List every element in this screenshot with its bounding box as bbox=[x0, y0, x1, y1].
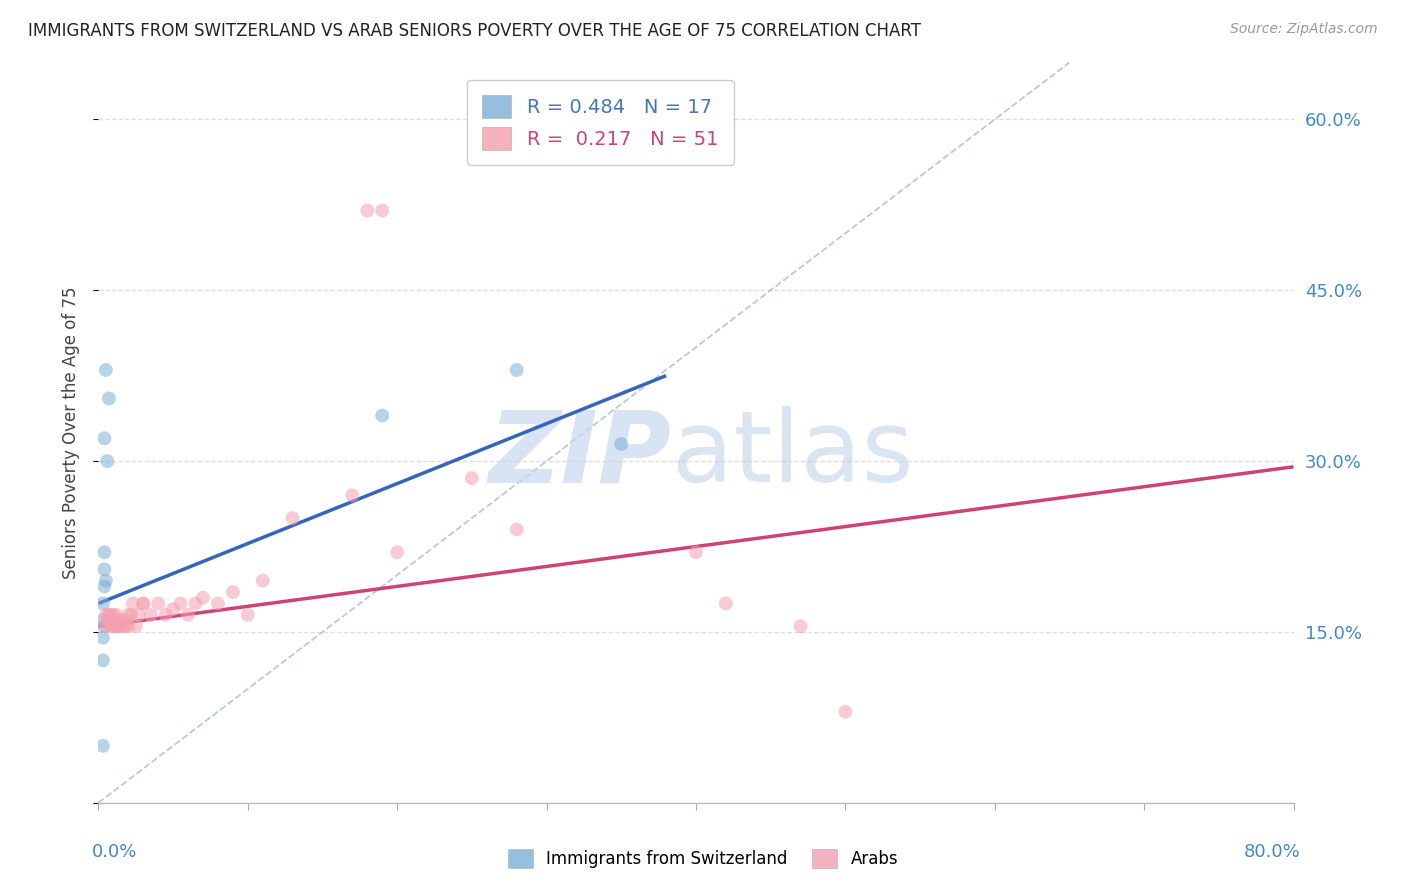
Point bbox=[91, 597, 114, 611]
Point bbox=[108, 614, 131, 628]
Point bbox=[94, 607, 117, 622]
Point bbox=[281, 511, 304, 525]
Point bbox=[111, 614, 134, 628]
Point bbox=[128, 607, 150, 622]
Point bbox=[104, 619, 127, 633]
Point bbox=[177, 607, 200, 622]
Point bbox=[191, 591, 214, 605]
Point bbox=[115, 614, 138, 628]
Text: ZIP: ZIP bbox=[489, 407, 672, 503]
Legend: Immigrants from Switzerland, Arabs: Immigrants from Switzerland, Arabs bbox=[501, 843, 905, 875]
Point bbox=[105, 619, 128, 633]
Point bbox=[93, 431, 115, 445]
Point bbox=[789, 619, 811, 633]
Point bbox=[107, 619, 129, 633]
Point bbox=[117, 619, 139, 633]
Point bbox=[93, 579, 115, 593]
Point bbox=[112, 619, 135, 633]
Point bbox=[101, 619, 124, 633]
Point bbox=[207, 597, 229, 611]
Point bbox=[105, 607, 128, 622]
Point bbox=[610, 437, 633, 451]
Point bbox=[93, 545, 115, 559]
Point bbox=[685, 545, 707, 559]
Point bbox=[125, 619, 148, 633]
Point bbox=[222, 585, 245, 599]
Point bbox=[162, 602, 184, 616]
Point bbox=[371, 409, 394, 423]
Point bbox=[714, 597, 737, 611]
Legend: R = 0.484   N = 17, R =  0.217   N = 51: R = 0.484 N = 17, R = 0.217 N = 51 bbox=[467, 79, 734, 165]
Point bbox=[110, 619, 132, 633]
Text: 0.0%: 0.0% bbox=[91, 843, 136, 861]
Point bbox=[94, 619, 117, 633]
Point bbox=[155, 607, 177, 622]
Point bbox=[356, 203, 378, 218]
Point bbox=[94, 574, 117, 588]
Point bbox=[103, 619, 125, 633]
Point bbox=[117, 607, 139, 622]
Point bbox=[97, 607, 120, 622]
Point bbox=[236, 607, 259, 622]
Point bbox=[91, 739, 114, 753]
Point bbox=[506, 363, 529, 377]
Point bbox=[101, 614, 124, 628]
Point bbox=[96, 454, 118, 468]
Text: 80.0%: 80.0% bbox=[1244, 843, 1301, 861]
Point bbox=[120, 607, 142, 622]
Point bbox=[342, 488, 364, 502]
Y-axis label: Seniors Poverty Over the Age of 75: Seniors Poverty Over the Age of 75 bbox=[62, 286, 80, 579]
Text: IMMIGRANTS FROM SWITZERLAND VS ARAB SENIORS POVERTY OVER THE AGE OF 75 CORRELATI: IMMIGRANTS FROM SWITZERLAND VS ARAB SENI… bbox=[28, 22, 921, 40]
Point bbox=[121, 597, 143, 611]
Point bbox=[96, 614, 118, 628]
Point bbox=[148, 597, 170, 611]
Point bbox=[385, 545, 409, 559]
Text: atlas: atlas bbox=[672, 407, 914, 503]
Point bbox=[93, 619, 115, 633]
Point bbox=[91, 614, 114, 628]
Point bbox=[94, 363, 117, 377]
Point bbox=[132, 597, 155, 611]
Point bbox=[139, 607, 162, 622]
Point bbox=[91, 653, 114, 667]
Point bbox=[834, 705, 856, 719]
Point bbox=[132, 597, 155, 611]
Point bbox=[252, 574, 274, 588]
Point bbox=[371, 203, 394, 218]
Point bbox=[169, 597, 191, 611]
Point bbox=[461, 471, 484, 485]
Point bbox=[184, 597, 207, 611]
Point bbox=[103, 607, 125, 622]
Point bbox=[91, 631, 114, 645]
Point bbox=[93, 562, 115, 576]
Point bbox=[98, 607, 122, 622]
Text: Source: ZipAtlas.com: Source: ZipAtlas.com bbox=[1230, 22, 1378, 37]
Point bbox=[97, 614, 120, 628]
Point bbox=[97, 392, 120, 406]
Point bbox=[506, 523, 529, 537]
Point bbox=[114, 619, 136, 633]
